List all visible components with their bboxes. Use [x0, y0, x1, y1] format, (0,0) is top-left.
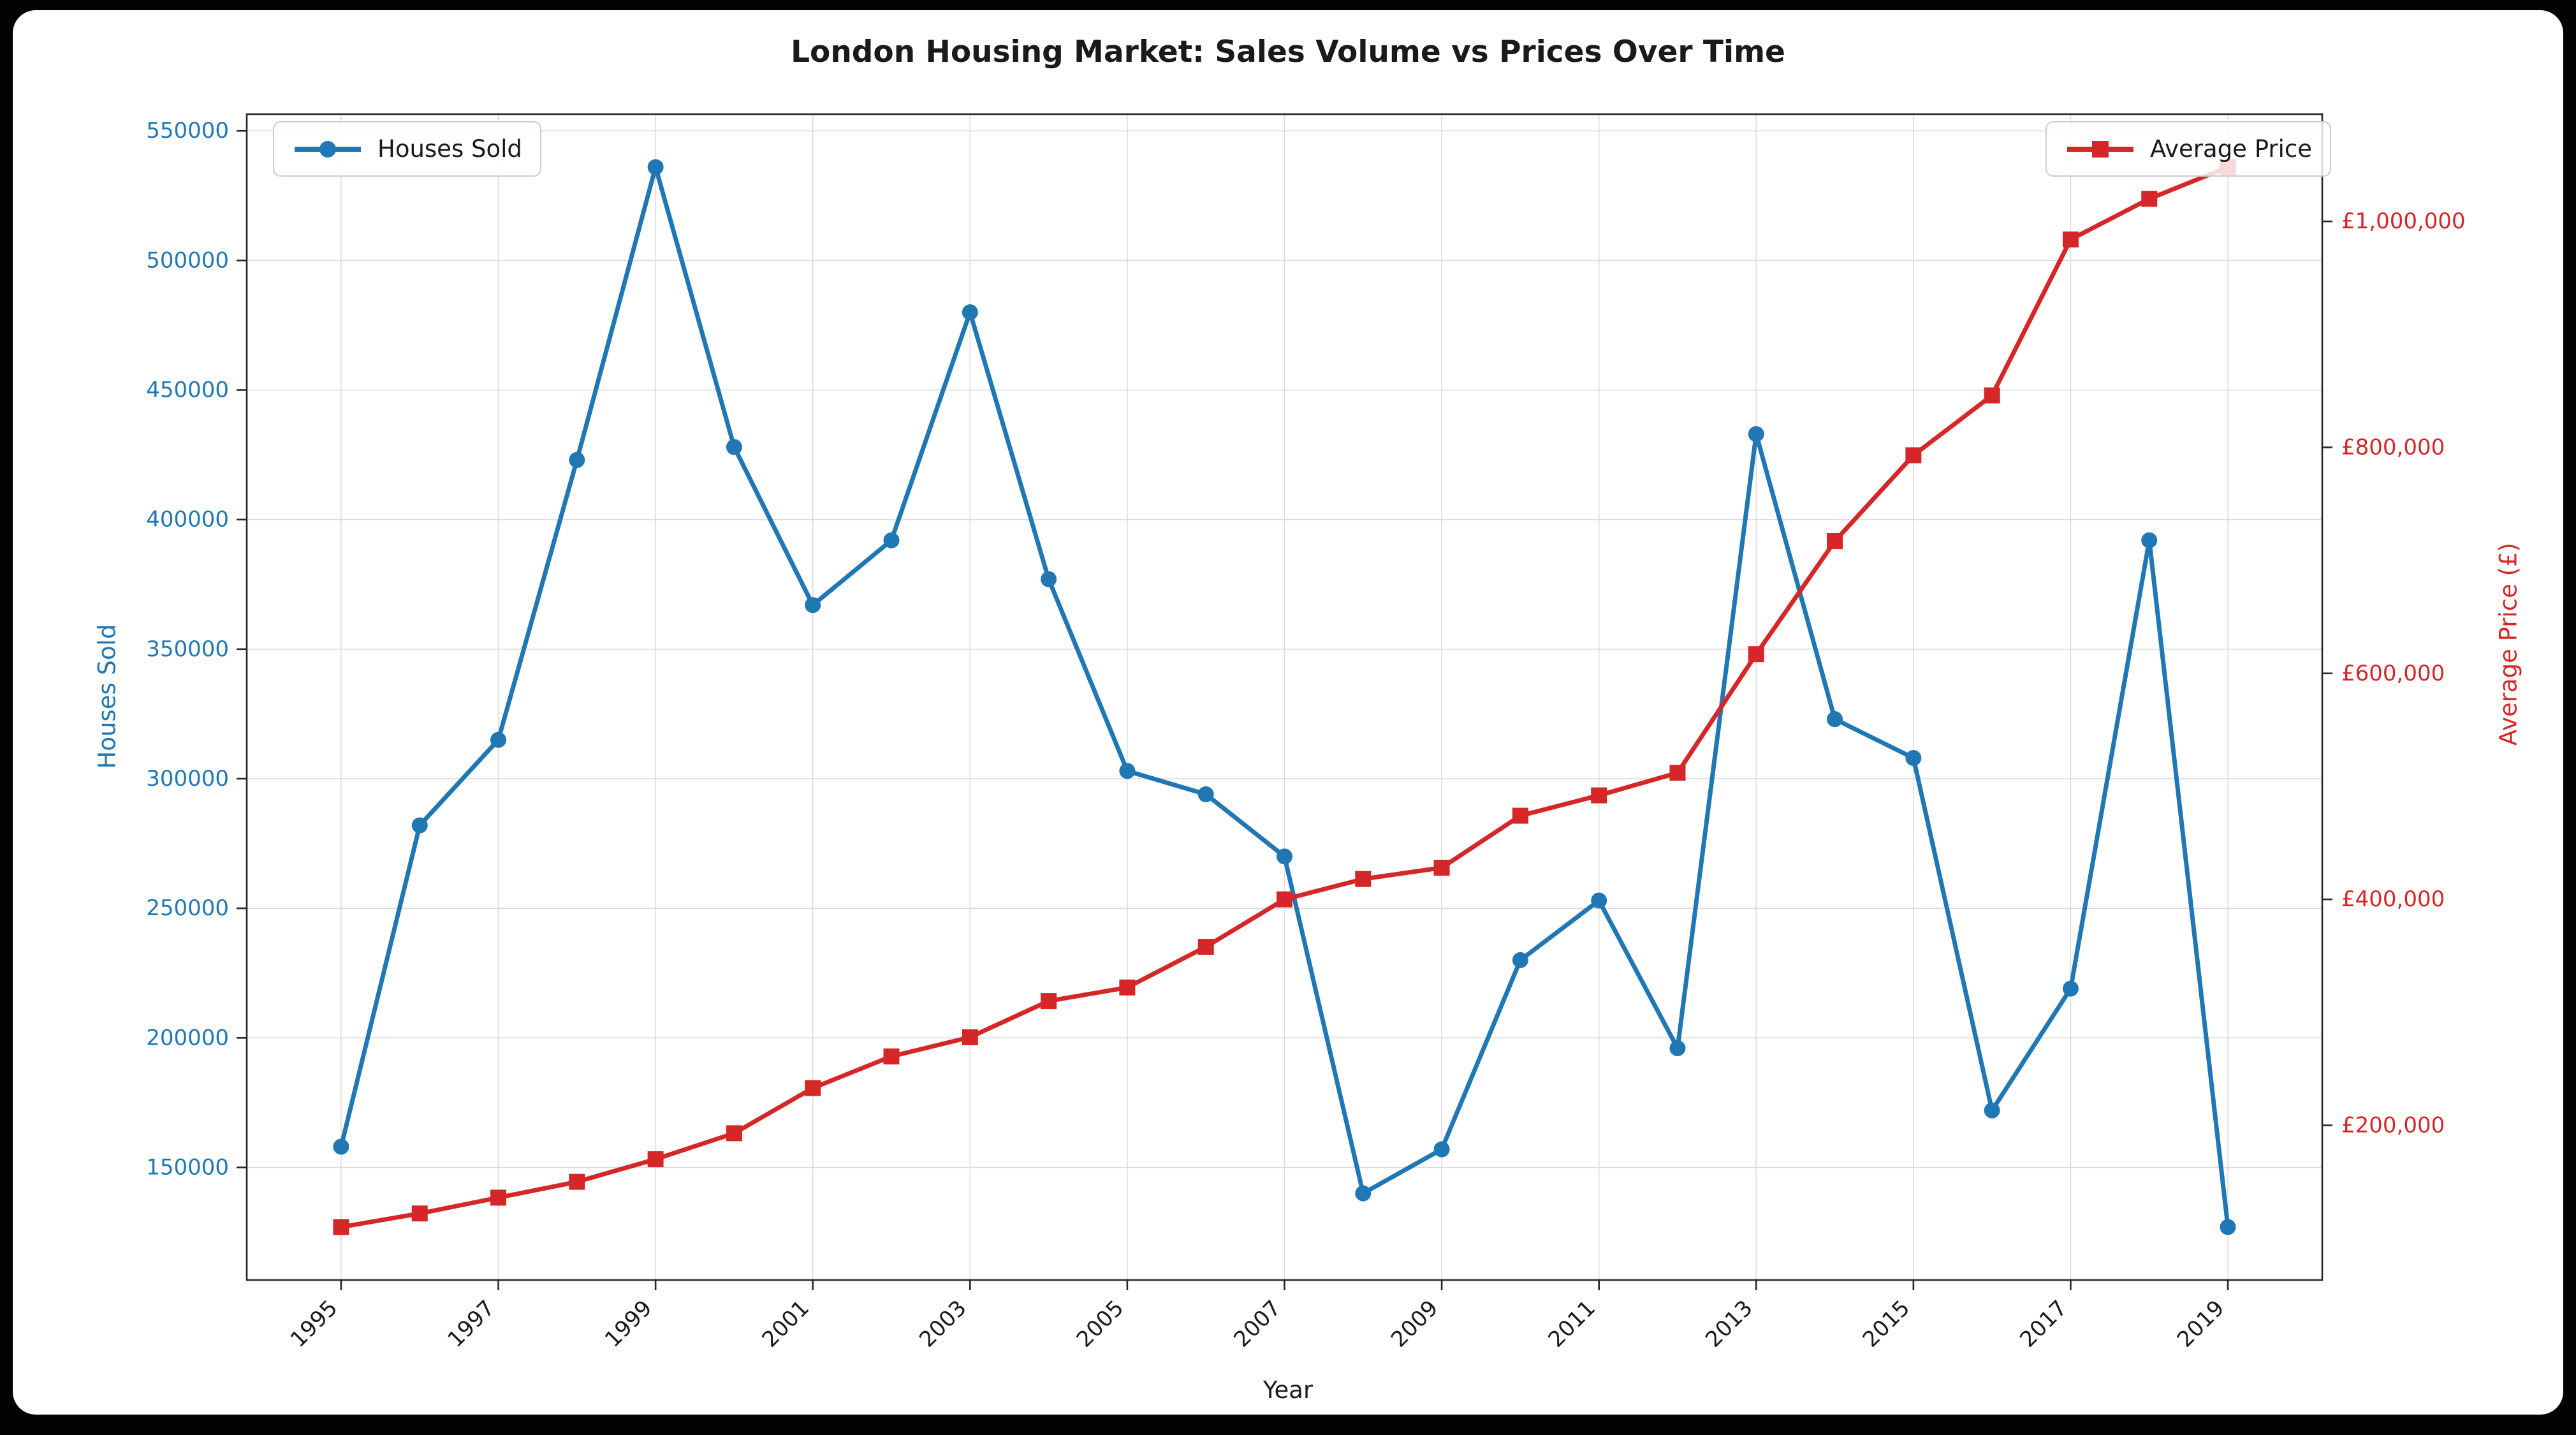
data-point-square [490, 1189, 507, 1206]
data-point-square [1197, 939, 1214, 955]
left-tick-label: 200000 [146, 1025, 229, 1050]
data-point-square [1277, 891, 1292, 908]
data-point-square [1512, 807, 1528, 824]
data-point-circle [1041, 571, 1057, 587]
data-point-circle [2062, 980, 2079, 997]
data-point-circle [490, 732, 507, 748]
x-tick-label: 2007 [1229, 1295, 1285, 1352]
data-point-circle [411, 817, 428, 834]
data-point-circle [1984, 1102, 2000, 1119]
data-point-square [411, 1205, 428, 1222]
x-tick-label: 2009 [1386, 1295, 1443, 1352]
data-point-circle [647, 159, 664, 175]
data-point-square [1827, 533, 1843, 550]
data-point-square [726, 1125, 742, 1142]
data-point-square [883, 1048, 900, 1064]
right-tick-label: £600,000 [2341, 661, 2445, 686]
data-point-square [1355, 871, 1372, 887]
line-square-marker-icon [2067, 140, 2133, 158]
data-point-square [1591, 787, 1607, 804]
data-point-square [2062, 231, 2079, 247]
right-tick-label: £200,000 [2341, 1112, 2445, 1138]
data-point-square [962, 1029, 978, 1045]
data-point-circle [2141, 532, 2158, 548]
data-point-circle [726, 439, 742, 455]
chart-title: London Housing Market: Sales Volume vs P… [791, 34, 1785, 70]
left-tick-label: 400000 [146, 507, 229, 533]
data-point-square [1748, 646, 1764, 663]
legend-label-houses-sold: Houses Sold [377, 135, 522, 163]
data-point-square [1119, 979, 1136, 996]
legend-label-average-price: Average Price [2150, 135, 2312, 163]
right-tick-label: £1,000,000 [2341, 209, 2466, 234]
x-tick-label: 1999 [600, 1295, 657, 1352]
x-tick-label: 2015 [1858, 1295, 1915, 1352]
data-point-circle [569, 452, 585, 468]
data-point-square [2141, 191, 2158, 207]
data-point-circle [1277, 848, 1292, 865]
data-point-circle [1355, 1185, 1372, 1202]
legend-houses-sold: Houses Sold [273, 121, 541, 177]
x-tick-label: 2001 [757, 1295, 814, 1352]
data-point-square [569, 1174, 585, 1190]
data-point-circle [1748, 426, 1764, 443]
left-axis-title: Houses Sold [93, 624, 121, 769]
left-tick-label: 500000 [146, 247, 229, 273]
data-point-square [1905, 447, 1922, 464]
x-tick-label: 2013 [1701, 1295, 1757, 1352]
data-point-square [1669, 765, 1686, 781]
data-point-square [1433, 860, 1450, 876]
data-point-circle [883, 532, 900, 548]
x-tick-label: 2003 [914, 1295, 971, 1352]
left-tick-label: 350000 [146, 637, 229, 662]
data-point-circle [962, 304, 978, 321]
figure-background [13, 10, 2563, 1415]
x-tick-label: 2005 [1072, 1295, 1129, 1352]
right-tick-label: £800,000 [2341, 434, 2445, 460]
x-tick-label: 2011 [1544, 1295, 1600, 1352]
left-tick-label: 550000 [146, 118, 229, 144]
data-point-circle [1197, 786, 1214, 802]
x-tick-label: 2017 [2015, 1295, 2072, 1352]
data-point-circle [1512, 952, 1528, 968]
x-tick-label: 1995 [286, 1295, 342, 1352]
data-point-square [805, 1080, 821, 1096]
legend-average-price: Average Price [2045, 121, 2331, 177]
right-axis-title: Average Price (£) [2494, 542, 2522, 746]
x-tick-label: 1997 [443, 1295, 499, 1352]
left-tick-label: 450000 [146, 378, 229, 403]
left-tick-label: 250000 [146, 895, 229, 921]
x-axis-title: Year [1262, 1376, 1314, 1404]
left-tick-label: 300000 [146, 766, 229, 791]
data-point-circle [1905, 749, 1922, 766]
data-point-circle [805, 597, 821, 614]
data-point-circle [1827, 711, 1843, 728]
x-tick-label: 2019 [2172, 1295, 2229, 1352]
data-point-square [1984, 387, 2000, 404]
data-point-square [1041, 993, 1057, 1010]
data-point-circle [1119, 763, 1136, 779]
data-point-circle [1591, 892, 1607, 909]
data-point-circle [333, 1138, 349, 1155]
data-point-square [333, 1219, 349, 1235]
left-tick-label: 150000 [146, 1154, 229, 1180]
line-circle-marker-icon [295, 140, 361, 158]
data-point-circle [1433, 1141, 1450, 1158]
data-point-square [647, 1151, 664, 1168]
data-point-circle [1669, 1040, 1686, 1057]
data-point-circle [2220, 1219, 2236, 1235]
right-tick-label: £400,000 [2341, 887, 2445, 912]
